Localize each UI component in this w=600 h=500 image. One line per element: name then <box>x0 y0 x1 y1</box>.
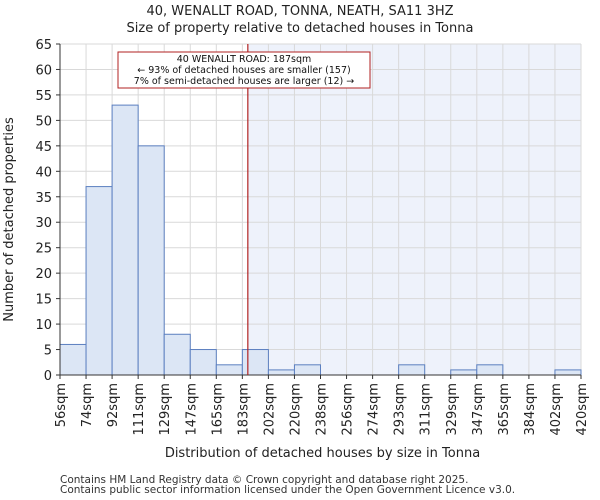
histogram-bar <box>163 333 191 376</box>
chart-title: 40, WENALLT ROAD, TONNA, NEATH, SA11 3HZ <box>146 4 454 19</box>
histogram-bar <box>215 364 243 376</box>
y-tick-label: 20 <box>35 267 52 282</box>
y-tick-label: 15 <box>35 293 52 308</box>
histogram-bar <box>241 349 269 376</box>
annotation-line: ← 93% of detached houses are smaller (15… <box>137 65 350 76</box>
y-tick-label: 40 <box>35 165 52 180</box>
x-tick-label: 165sqm <box>210 383 225 436</box>
y-tick-label: 55 <box>35 89 52 104</box>
histogram-bar <box>554 369 582 376</box>
histogram-bar <box>267 369 295 376</box>
x-tick-label: 311sqm <box>419 383 434 436</box>
annotation-line: 7% of semi-detached houses are larger (1… <box>134 76 354 87</box>
x-tick-label: 402sqm <box>549 383 564 436</box>
x-tick-label: 92sqm <box>106 383 121 427</box>
x-tick-label: 293sqm <box>393 383 408 436</box>
x-tick-label: 365sqm <box>497 383 512 436</box>
x-tick-label: 111sqm <box>132 383 147 436</box>
histogram-bar <box>476 364 504 376</box>
footer-line-2: Contains public sector information licen… <box>60 484 516 496</box>
x-tick-label: 202sqm <box>262 383 277 436</box>
larger-region-shade <box>247 44 581 375</box>
y-tick-label: 60 <box>35 63 52 78</box>
x-tick-label: 274sqm <box>367 383 382 436</box>
x-tick-label: 56sqm <box>54 383 69 427</box>
y-tick-label: 10 <box>35 318 52 333</box>
histogram-bar <box>111 104 139 376</box>
x-axis-title: Distribution of detached houses by size … <box>165 446 480 461</box>
y-tick-label: 30 <box>35 216 52 231</box>
histogram-bar <box>398 364 426 376</box>
y-tick-label: 65 <box>35 38 52 53</box>
x-tick-label: 420sqm <box>575 383 590 436</box>
y-tick-label: 5 <box>44 344 52 359</box>
y-axis-title: Number of detached properties <box>2 117 17 322</box>
y-tick-label: 25 <box>35 242 52 257</box>
histogram-bar <box>293 364 322 376</box>
y-tick-label: 35 <box>35 191 52 206</box>
x-tick-label: 183sqm <box>236 383 251 436</box>
y-tick-label: 0 <box>44 369 52 384</box>
histogram-bar <box>137 145 165 376</box>
x-tick-label: 256sqm <box>341 383 356 436</box>
annotation-line: 40 WENALLT ROAD: 187sqm <box>177 54 312 65</box>
footer-line-1: Contains HM Land Registry data © Crown c… <box>60 474 469 486</box>
x-tick-label: 384sqm <box>523 383 538 436</box>
chart-subtitle: Size of property relative to detached ho… <box>126 21 474 36</box>
x-tick-label: 347sqm <box>471 383 486 436</box>
x-tick-label: 238sqm <box>315 383 330 436</box>
y-tick-label: 50 <box>35 114 52 129</box>
y-tick-label: 45 <box>35 140 52 155</box>
x-tick-label: 220sqm <box>288 383 303 436</box>
histogram-bar <box>450 369 478 376</box>
x-tick-label: 329sqm <box>445 383 460 436</box>
x-tick-label: 74sqm <box>80 383 95 427</box>
annotation-box <box>117 51 371 89</box>
histogram-bar <box>189 349 217 376</box>
x-tick-label: 147sqm <box>184 383 199 436</box>
histogram-bar <box>85 186 113 376</box>
histogram-bar <box>59 343 87 376</box>
x-tick-label: 129sqm <box>158 383 173 436</box>
